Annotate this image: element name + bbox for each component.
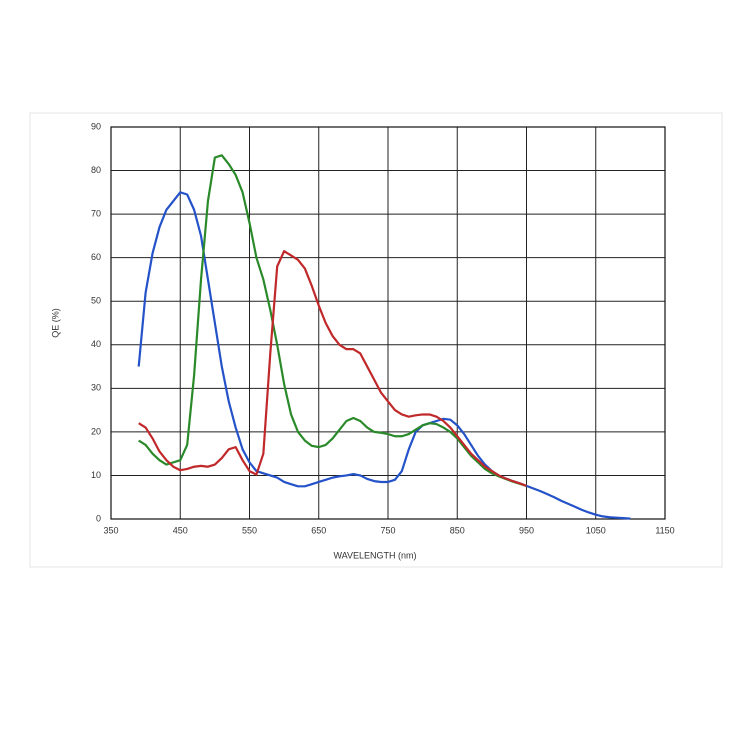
x-tick-label: 1050 <box>586 525 606 535</box>
y-tick-label: 50 <box>91 296 101 306</box>
x-tick-label: 1150 <box>655 525 674 535</box>
series-line <box>137 191 631 520</box>
y-tick-label: 40 <box>91 339 101 349</box>
y-tick-label: 30 <box>91 383 101 393</box>
series-line <box>138 154 527 487</box>
y-tick-label: 0 <box>96 513 101 523</box>
y-tick-label: 10 <box>91 470 101 480</box>
y-tick-label: 90 <box>91 121 101 131</box>
y-tick-label: 20 <box>91 426 101 436</box>
y-tick-label: 70 <box>91 208 101 218</box>
plot-border <box>110 126 666 520</box>
x-tick-label: 350 <box>103 525 118 535</box>
x-tick-label: 950 <box>519 525 534 535</box>
series-line <box>138 250 527 487</box>
x-tick-label: 650 <box>311 525 326 535</box>
x-tick-label: 850 <box>450 525 465 535</box>
x-axis-label: WAVELENGTH (nm) <box>333 550 416 560</box>
y-tick-label: 80 <box>91 165 101 175</box>
y-tick-label: 60 <box>91 252 101 262</box>
x-tick-label: 550 <box>242 525 257 535</box>
y-axis-label: QE (%) <box>50 308 60 338</box>
x-tick-label: 750 <box>380 525 395 535</box>
frame <box>29 112 723 568</box>
x-tick-label: 450 <box>173 525 188 535</box>
